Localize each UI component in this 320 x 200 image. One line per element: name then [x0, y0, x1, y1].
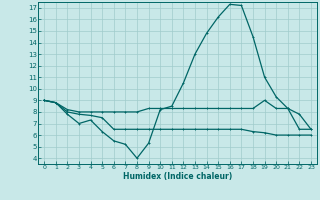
X-axis label: Humidex (Indice chaleur): Humidex (Indice chaleur) — [123, 172, 232, 181]
